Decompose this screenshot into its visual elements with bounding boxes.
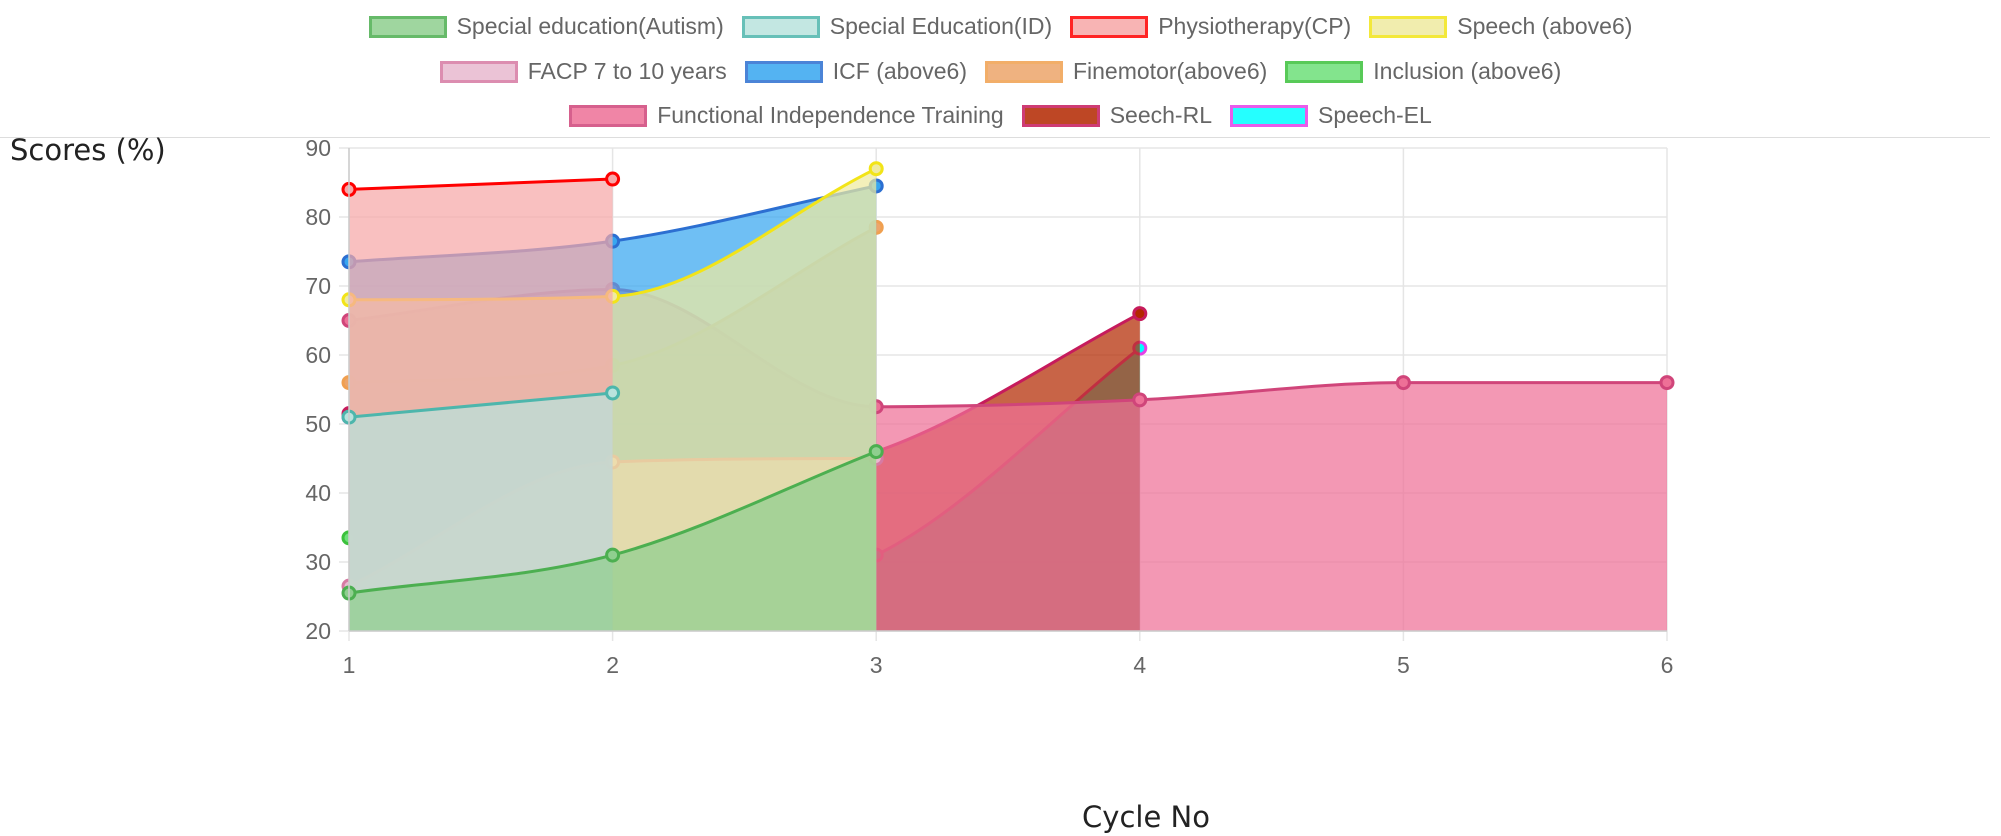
legend-item[interactable]: FACP 7 to 10 years <box>439 58 727 85</box>
data-point <box>605 385 621 401</box>
legend-item[interactable]: ICF (above6) <box>744 58 967 85</box>
legend-label: Inclusion (above6) <box>1373 58 1562 84</box>
data-point <box>868 161 884 177</box>
legend-swatch <box>368 15 447 38</box>
x-tick-label: 2 <box>606 652 619 678</box>
legend-swatch <box>1070 15 1149 38</box>
series-line <box>348 177 613 191</box>
legend-label: Special education(Autism) <box>456 13 724 39</box>
legend-item[interactable]: Special education(Autism) <box>368 13 724 40</box>
legend-swatch <box>1021 104 1100 127</box>
legend-swatch <box>741 15 820 38</box>
data-point <box>868 444 884 460</box>
data-point <box>1132 392 1148 408</box>
series-line <box>348 391 613 419</box>
legend-item[interactable]: Functional Independence Training <box>569 102 1004 129</box>
x-tick-label: 5 <box>1397 652 1410 678</box>
legend-label: Speech-EL <box>1318 102 1432 128</box>
x-tick-label: 4 <box>1133 652 1146 678</box>
legend-label: Functional Independence Training <box>657 102 1004 128</box>
legend-label: Physiotherapy(CP) <box>1158 13 1352 39</box>
y-tick-label: 30 <box>305 549 331 575</box>
legend-swatch <box>439 60 518 83</box>
data-point <box>1132 306 1148 322</box>
x-axis-label: Cycle No <box>1082 800 1210 834</box>
y-tick-label: 20 <box>305 618 331 644</box>
y-tick-label: 80 <box>305 204 331 230</box>
series-layer <box>341 161 1675 632</box>
legend-label: Seech-RL <box>1109 102 1212 128</box>
y-tick-label: 70 <box>305 273 331 299</box>
legend-item[interactable]: Seech-RL <box>1021 102 1212 129</box>
data-point <box>1395 375 1411 391</box>
y-tick-label: 50 <box>305 411 331 437</box>
legend-item[interactable]: Finemotor(above6) <box>984 58 1268 85</box>
y-axis-label: Scores (%) <box>10 133 166 167</box>
x-tick-label: 3 <box>870 652 883 678</box>
y-tick-label: 40 <box>305 480 331 506</box>
legend-item[interactable]: Speech-EL <box>1230 102 1432 129</box>
legend-item[interactable]: Inclusion (above6) <box>1285 58 1561 85</box>
legend-swatch <box>744 60 823 83</box>
legend-row: Special education(Autism) Special Educati… <box>0 13 2001 40</box>
legend-label: Speech (above6) <box>1457 13 1633 39</box>
series-Special education(Autism) <box>341 444 884 631</box>
legend-label: ICF (above6) <box>832 58 967 84</box>
legend-item[interactable]: Speech (above6) <box>1369 13 1632 40</box>
divider <box>0 137 1990 138</box>
legend-swatch <box>1285 60 1364 83</box>
legend-swatch <box>984 60 1063 83</box>
legend-label: Finemotor(above6) <box>1072 58 1268 84</box>
y-tick-label: 90 <box>305 135 331 161</box>
legend-swatch <box>1369 15 1448 38</box>
x-tick-label: 6 <box>1661 652 1674 678</box>
legend-label: Special Education(ID) <box>829 13 1053 39</box>
x-tick-label: 1 <box>343 652 356 678</box>
legend-item[interactable]: Special Education(ID) <box>741 13 1053 40</box>
legend-item[interactable]: Physiotherapy(CP) <box>1070 13 1351 40</box>
legend-swatch <box>569 104 648 127</box>
legend-label: FACP 7 to 10 years <box>527 58 727 84</box>
legend-row: FACP 7 to 10 years ICF (above6) Finemotor(… <box>0 58 2001 85</box>
data-point <box>605 171 621 187</box>
legend-swatch <box>1230 104 1308 127</box>
legend-row: Functional Independence Training Seech-RL… <box>0 102 2001 129</box>
data-point <box>1659 375 1675 391</box>
series-area <box>349 451 877 631</box>
y-tick-label: 60 <box>305 342 331 368</box>
data-point <box>605 547 621 563</box>
